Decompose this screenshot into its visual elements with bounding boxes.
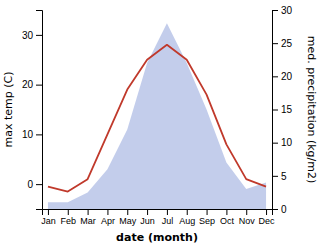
tick-label: 10 bbox=[22, 129, 34, 140]
tick: Apr bbox=[101, 209, 115, 226]
tick: 30 bbox=[272, 5, 293, 16]
tick-mark bbox=[272, 76, 278, 77]
tick-mark bbox=[36, 184, 42, 185]
tick-mark bbox=[167, 209, 168, 215]
tick-mark bbox=[36, 35, 42, 36]
tick: 15 bbox=[272, 104, 293, 115]
tick: 10 bbox=[272, 137, 293, 148]
tick-mark bbox=[272, 110, 278, 111]
tick-label: Dec bbox=[259, 216, 276, 226]
tick: Mar bbox=[80, 209, 96, 226]
tick-label: Jul bbox=[162, 216, 174, 226]
tick-mark bbox=[226, 209, 227, 215]
tick-label: Sep bbox=[199, 216, 215, 226]
tick: Aug bbox=[179, 209, 195, 226]
tick-label: Aug bbox=[179, 216, 195, 226]
tick-label: 15 bbox=[281, 104, 293, 115]
tick: 0 bbox=[272, 204, 287, 215]
tick-mark bbox=[36, 134, 42, 135]
tick-label: Oct bbox=[220, 216, 235, 226]
tick-label: Jun bbox=[140, 216, 155, 226]
tick-label: 0 bbox=[281, 204, 287, 215]
tick: Jul bbox=[162, 209, 174, 226]
temp-line bbox=[48, 45, 266, 192]
tick: 5 bbox=[272, 171, 287, 182]
tick-mark bbox=[48, 209, 49, 215]
tick: Jan bbox=[41, 209, 56, 226]
tick-label: 20 bbox=[281, 71, 293, 82]
tick: Oct bbox=[220, 209, 235, 226]
tick-label: 5 bbox=[281, 171, 287, 182]
precip-area bbox=[48, 23, 266, 209]
tick-mark bbox=[272, 10, 278, 11]
tick: 10 bbox=[22, 129, 42, 140]
tick-label: Nov bbox=[239, 216, 256, 226]
x-axis: Jan FebMar Apr MayJun Jul Aug Sep Oct NovDec bbox=[41, 209, 275, 226]
tick: Sep bbox=[199, 209, 215, 226]
tick-mark bbox=[107, 209, 108, 215]
y2-axis-title: med. precipitation (kg/m2) bbox=[305, 36, 318, 184]
axis-line bbox=[273, 11, 279, 210]
tick: Feb bbox=[61, 209, 77, 226]
tick-label: Jan bbox=[41, 216, 56, 226]
tick-label: 30 bbox=[22, 30, 34, 41]
tick-mark bbox=[272, 43, 278, 44]
tick-mark bbox=[127, 209, 128, 215]
tick: May bbox=[119, 209, 137, 226]
tick-mark bbox=[266, 209, 267, 215]
tick: 0 bbox=[27, 179, 42, 190]
tick-label: May bbox=[119, 216, 137, 226]
tick-label: 30 bbox=[281, 5, 293, 16]
axis-line bbox=[43, 210, 273, 216]
chart: Jan FebMar Apr MayJun Jul Aug Sep Oct NovDec 0 10 2… bbox=[0, 0, 318, 247]
tick: 20 bbox=[22, 79, 42, 90]
tick-mark bbox=[272, 176, 278, 177]
tick-mark bbox=[36, 85, 42, 86]
y-axis: 0 10 20 30 bbox=[22, 11, 43, 210]
y2-axis: 0 5 10 15 20 25 30 bbox=[272, 5, 293, 215]
x-axis-title: date (month) bbox=[116, 231, 198, 244]
y-axis-title: max temp (C) bbox=[2, 71, 15, 147]
tick-mark bbox=[88, 209, 89, 215]
tick-label: 20 bbox=[22, 79, 34, 90]
tick-label: 0 bbox=[27, 179, 33, 190]
tick: 30 bbox=[22, 30, 42, 41]
marks bbox=[48, 23, 266, 209]
axis-line bbox=[36, 11, 43, 210]
tick: Dec bbox=[259, 209, 276, 226]
plot: Jan FebMar Apr MayJun Jul Aug Sep Oct NovDec 0 10 2… bbox=[22, 5, 293, 227]
tick-label: Feb bbox=[61, 216, 77, 226]
tick-label: 25 bbox=[281, 38, 293, 49]
tick-mark bbox=[272, 209, 278, 210]
tick-mark bbox=[187, 209, 188, 215]
tick-mark bbox=[272, 143, 278, 144]
tick-label: Apr bbox=[101, 216, 115, 226]
tick-mark bbox=[246, 209, 247, 215]
tick: 20 bbox=[272, 71, 293, 82]
tick: 25 bbox=[272, 38, 293, 49]
tick-mark bbox=[147, 209, 148, 215]
tick: Jun bbox=[140, 209, 155, 226]
tick-mark bbox=[207, 209, 208, 215]
tick: Nov bbox=[239, 209, 256, 226]
tick-label: 10 bbox=[281, 137, 293, 148]
tick-label: Mar bbox=[80, 216, 96, 226]
tick-mark bbox=[68, 209, 69, 215]
